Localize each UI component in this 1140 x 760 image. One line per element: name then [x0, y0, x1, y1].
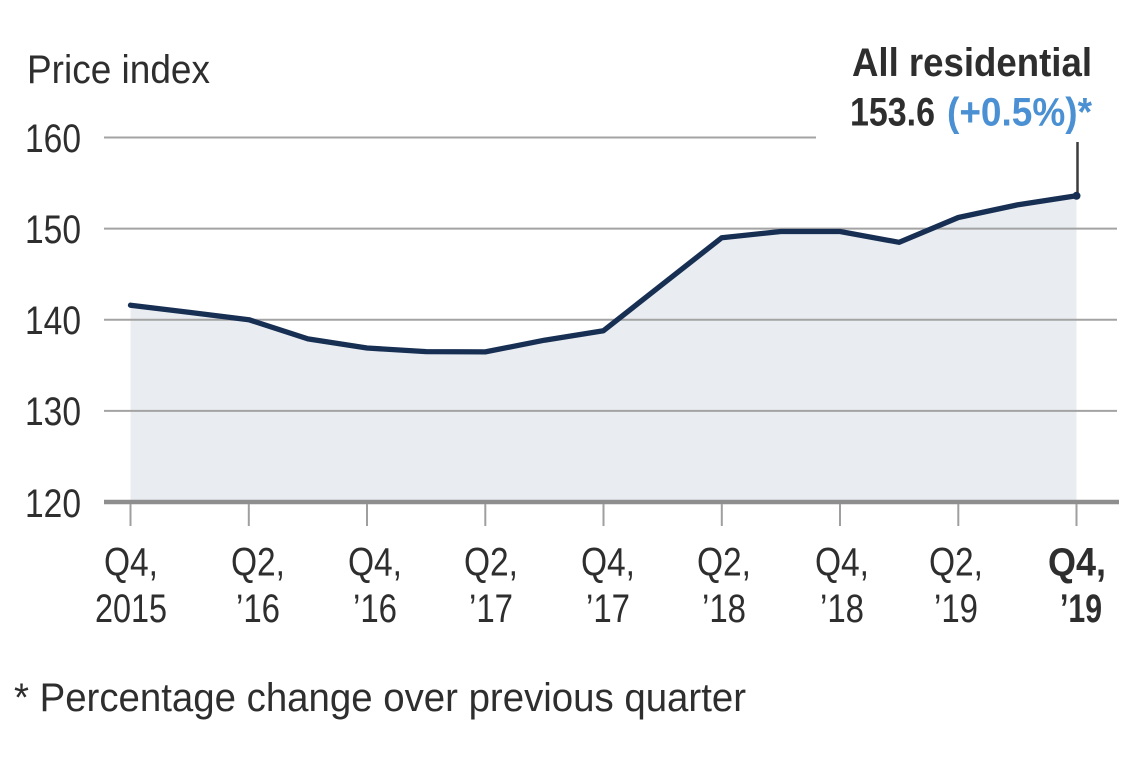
- svg-text:150: 150: [25, 208, 81, 252]
- svg-text:Q4,: Q4,: [104, 541, 158, 585]
- svg-text:160: 160: [25, 117, 81, 161]
- svg-text:130: 130: [25, 390, 81, 434]
- svg-text:Q2,: Q2,: [697, 541, 751, 585]
- svg-text:* Percentage change over previ: * Percentage change over previous quarte…: [14, 676, 746, 720]
- svg-text:Q4,: Q4,: [348, 541, 402, 585]
- svg-text:’19: ’19: [934, 587, 978, 631]
- svg-text:140: 140: [25, 299, 81, 343]
- svg-text:Q4,: Q4,: [815, 541, 869, 585]
- svg-text:Q4,: Q4,: [1048, 541, 1106, 585]
- svg-text:Q2,: Q2,: [929, 541, 983, 585]
- svg-text:All residential: All residential: [852, 41, 1092, 85]
- svg-text:Q2,: Q2,: [464, 541, 518, 585]
- svg-text:Q4,: Q4,: [581, 541, 635, 585]
- svg-text:’18: ’18: [702, 587, 746, 631]
- svg-text:120: 120: [25, 482, 81, 526]
- svg-text:’18: ’18: [820, 587, 864, 631]
- svg-text:’17: ’17: [586, 587, 630, 631]
- svg-text:Q2,: Q2,: [231, 541, 285, 585]
- svg-text:Price index: Price index: [27, 48, 210, 92]
- svg-text:’16: ’16: [236, 587, 280, 631]
- svg-text:’19: ’19: [1060, 587, 1102, 631]
- svg-text:2015: 2015: [95, 587, 167, 631]
- svg-text:’17: ’17: [469, 587, 513, 631]
- svg-text:153.6: 153.6: [850, 91, 935, 135]
- svg-text:(+0.5%)*: (+0.5%)*: [947, 91, 1092, 135]
- svg-text:’16: ’16: [353, 587, 397, 631]
